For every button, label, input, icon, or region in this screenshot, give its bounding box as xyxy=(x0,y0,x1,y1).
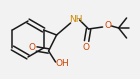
Text: O: O xyxy=(82,43,89,52)
Text: NH: NH xyxy=(69,15,82,23)
Text: OH: OH xyxy=(56,59,69,68)
Text: O: O xyxy=(104,20,111,29)
Text: O: O xyxy=(28,44,35,53)
